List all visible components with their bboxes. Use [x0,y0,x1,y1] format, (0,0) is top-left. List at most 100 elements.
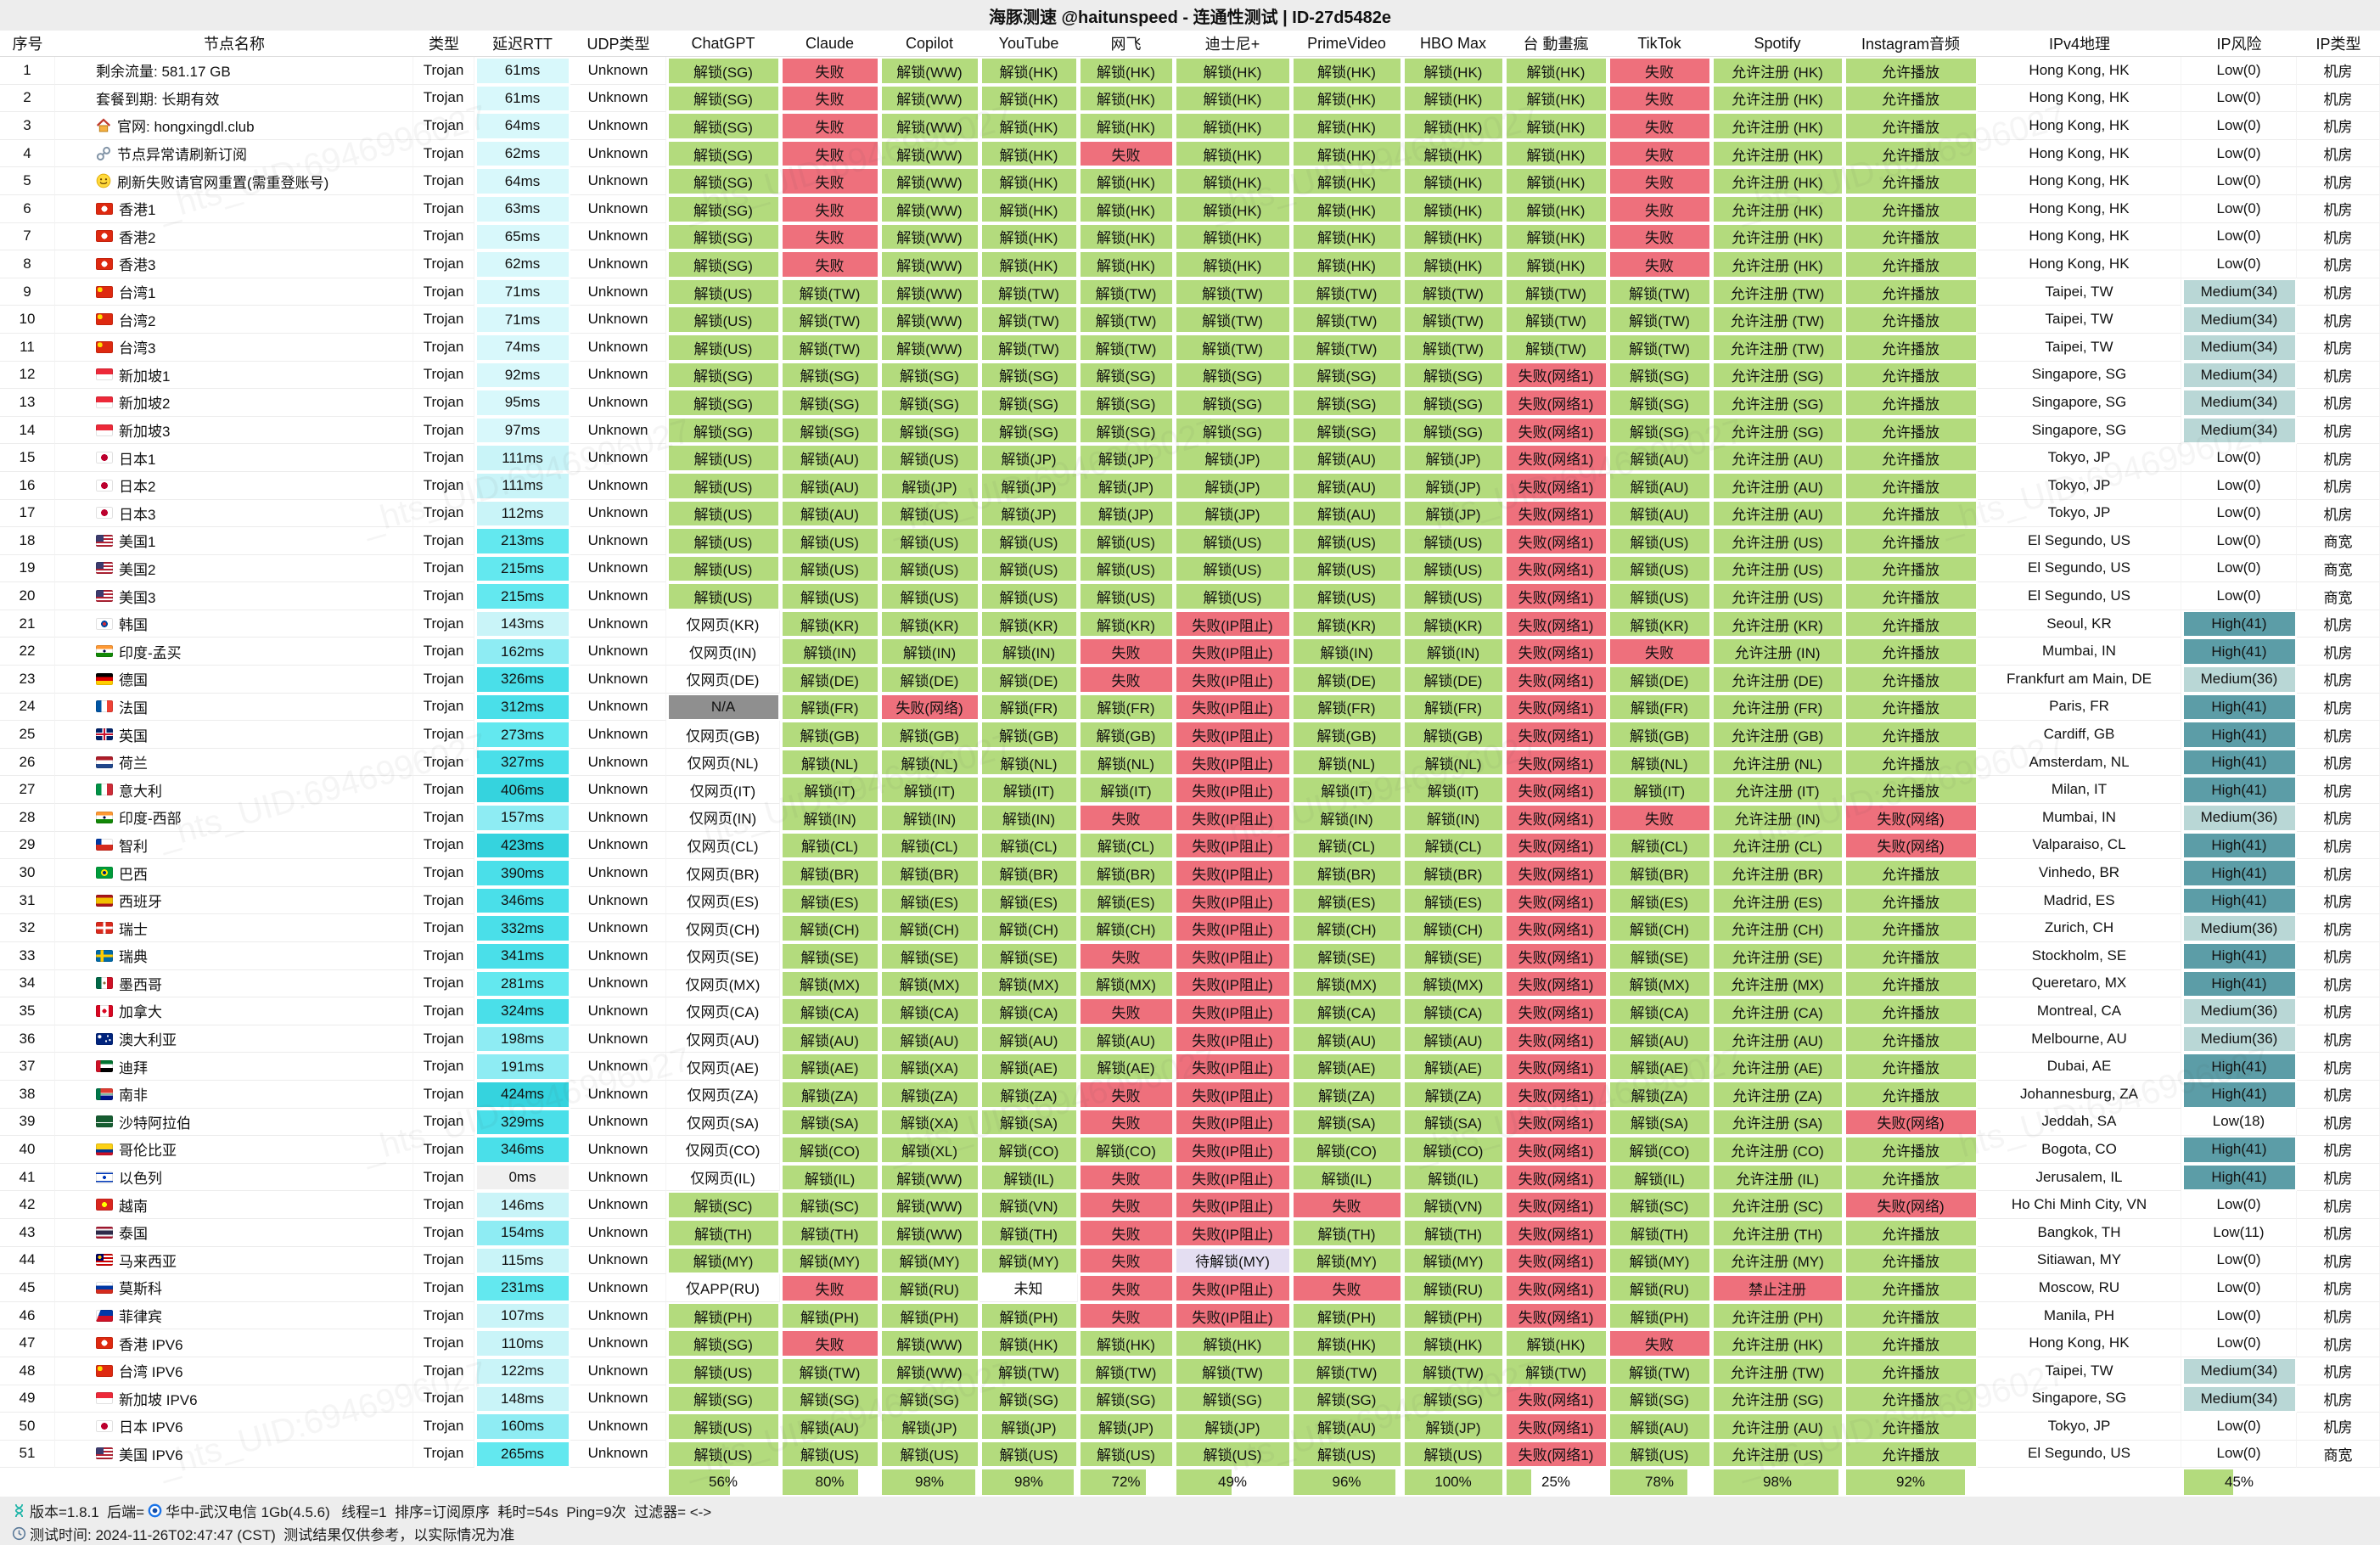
service-cell-disney: 失败(IP阻止) [1174,749,1291,777]
latency-value: 424ms [476,1082,569,1107]
service-cell-primevideo: 解锁(IN) [1291,804,1402,832]
latency-value: 111ms [476,446,569,470]
service-cell-netflix: 失败 [1078,1164,1174,1192]
service-cell-chatgpt: 仅网页(CO) [666,1136,780,1164]
service-cell-tiktok: 失败 [1608,638,1711,666]
service-cell-instagram: 允许播放 [1844,970,1978,998]
latency-value: 341ms [476,944,569,969]
summary-empty-cell [1978,1468,2181,1497]
link-icon [96,146,111,161]
service-cell-copilot: 解锁(WW) [879,1191,980,1219]
row-index: 13 [0,389,55,417]
udp-type: Unknown [570,250,666,278]
service-cell-youtube: 解锁(US) [980,527,1078,555]
service-cell-youtube: 解锁(TW) [980,1357,1078,1385]
service-cell-hbomax: 解锁(RU) [1402,1274,1504,1302]
ip-type: 机房 [2297,1357,2380,1385]
my-flag-icon [96,1254,113,1267]
ip-risk: Low(0) [2181,1413,2297,1441]
service-cell-disney: 解锁(HK) [1174,140,1291,168]
service-cell-copilot: 解锁(WW) [879,1164,980,1192]
service-cell-gamer-anime: 失败(网络1) [1504,472,1608,500]
service-cell-netflix: 解锁(SG) [1078,417,1174,445]
service-cell-youtube: 解锁(TW) [980,334,1078,362]
latency-value: 62ms [476,252,569,277]
node-name: 套餐到期: 长期有效 [55,84,413,113]
service-cell-hbomax: 解锁(SE) [1402,942,1504,970]
row-index: 3 [0,112,55,140]
service-cell-gamer-anime: 失败(网络1) [1504,1413,1608,1441]
ip-type: 机房 [2297,859,2380,887]
ip-risk: Medium(36) [2181,666,2297,694]
udp-type: Unknown [570,776,666,805]
protocol-type: Trojan [413,1108,474,1137]
service-cell-primevideo: 解锁(HK) [1291,57,1402,85]
service-cell-gamer-anime: 解锁(HK) [1504,250,1608,278]
service-cell-primevideo: 解锁(ZA) [1291,1081,1402,1109]
node-name: 新加坡2 [55,389,413,417]
service-cell-youtube: 未知 [980,1274,1078,1302]
service-cell-hbomax: 解锁(HK) [1402,167,1504,195]
service-cell-netflix: 解锁(HK) [1078,85,1174,113]
summary-empty-cell [474,1468,570,1497]
node-name: 台湾3 [55,333,413,362]
service-cell-chatgpt: 仅网页(KR) [666,610,780,638]
service-cell-primevideo: 解锁(US) [1291,582,1402,610]
service-cell-disney: 解锁(JP) [1174,472,1291,500]
ip-risk: High(41) [2181,887,2297,915]
ipv4-geo: Madrid, ES [1978,886,2181,915]
service-cell-hbomax: 解锁(VN) [1402,1191,1504,1219]
service-cell-copilot: 解锁(US) [879,500,980,528]
service-cell-copilot: 解锁(WW) [879,140,980,168]
service-cell-chatgpt: 仅网页(MX) [666,969,780,998]
service-cell-primevideo: 解锁(US) [1291,527,1402,555]
ipv4-geo: Hong Kong, HK [1978,57,2181,85]
ip-type: 机房 [2297,194,2380,223]
latency-value: 71ms [476,279,569,305]
service-cell-copilot: 解锁(US) [879,555,980,583]
ipv4-geo: Hong Kong, HK [1978,84,2181,113]
udp-type: Unknown [570,610,666,638]
node-name: 荷兰 [55,748,413,777]
service-cell-youtube: 解锁(AU) [980,1025,1078,1053]
service-cell-spotify: 允许注册 (DE) [1711,666,1844,694]
ip-type: 机房 [2297,831,2380,860]
service-cell-gamer-anime: 失败(网络1) [1504,1219,1608,1247]
service-cell-instagram: 允许播放 [1844,1136,1978,1164]
service-cell-instagram: 允许播放 [1844,914,1978,942]
service-cell-tiktok: 解锁(TH) [1608,1219,1711,1247]
service-cell-youtube: 解锁(MX) [980,970,1078,998]
service-cell-instagram: 允许播放 [1844,610,1978,638]
service-cell-claude: 失败 [780,223,879,251]
service-cell-netflix: 解锁(TW) [1078,306,1174,334]
service-cell-disney: 解锁(SG) [1174,362,1291,390]
table-row: 50 日本 IPV6 Trojan 160ms Unknown 解锁(US) 解锁(AU) 解… [0,1413,2380,1441]
udp-type: Unknown [570,748,666,777]
table-row: 30 巴西 Trojan 390ms Unknown 仅网页(BR) 解锁(BR) 解锁(BR… [0,859,2380,887]
service-cell-primevideo: 解锁(SG) [1291,1385,1402,1413]
udp-type: Unknown [570,886,666,915]
summary-percent-ip-risk: 45% [2183,1469,2295,1496]
latency-value: 273ms [476,722,569,747]
service-cell-hbomax: 解锁(HK) [1402,140,1504,168]
ip-type: 机房 [2297,333,2380,362]
service-cell-instagram: 允许播放 [1844,1302,1978,1330]
latency-value: 157ms [476,806,569,830]
sg-flag-icon [96,1392,113,1405]
row-index: 38 [0,1080,55,1109]
protocol-type: Trojan [413,306,474,334]
column-header-0: 序号 [12,36,43,53]
service-cell-chatgpt: 仅网页(AE) [666,1053,780,1081]
service-cell-gamer-anime: 失败(网络1) [1504,832,1608,860]
service-cell-copilot: 解锁(US) [879,582,980,610]
protocol-type: Trojan [413,139,474,168]
service-cell-youtube: 解锁(SG) [980,1385,1078,1413]
ip-type: 机房 [2297,471,2380,500]
service-cell-primevideo: 解锁(CH) [1291,914,1402,942]
service-cell-chatgpt: 解锁(US) [666,582,780,610]
service-cell-hbomax: 解锁(CO) [1402,1136,1504,1164]
service-cell-claude: 解锁(ZA) [780,1081,879,1109]
ip-risk: High(41) [2181,638,2297,666]
ip-risk: High(41) [2181,832,2297,860]
hk-flag-icon [96,230,113,243]
